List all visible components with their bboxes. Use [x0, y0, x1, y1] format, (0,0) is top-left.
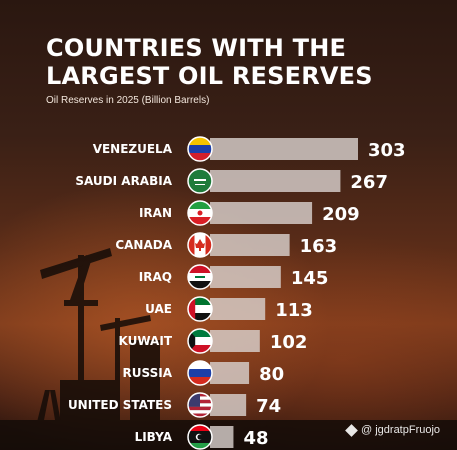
flag-venezuela-icon [187, 136, 213, 162]
category-label-russia: RUSSIA [123, 366, 173, 380]
watermark-text: @ jgdratpFruojo [361, 424, 441, 436]
value-label-uae: 113 [275, 300, 313, 321]
binance-diamond-icon [345, 423, 358, 437]
value-label-iraq: 145 [291, 268, 329, 289]
bar-saudi-arabia [210, 170, 341, 192]
bar-kuwait [210, 330, 260, 352]
flag-canada-icon [187, 232, 213, 258]
flag-iran-icon [187, 200, 213, 226]
flag-united-states-icon [187, 392, 213, 418]
category-label-venezuela: VENEZUELA [93, 142, 173, 156]
category-label-libya: LIBYA [135, 430, 173, 444]
watermark: @ jgdratpFruojo [345, 423, 441, 437]
category-label-saudi-arabia: SAUDI ARABIA [75, 174, 172, 188]
category-label-uae: UAE [145, 302, 172, 316]
flag-russia-icon [187, 360, 213, 386]
value-label-kuwait: 102 [270, 332, 308, 353]
title-line-2: LARGEST OIL RESERVES [46, 62, 373, 90]
bar-united-states [210, 394, 247, 416]
bar-russia [210, 362, 250, 384]
flag-saudi-arabia-icon [187, 168, 213, 194]
bar-uae [210, 298, 266, 320]
category-label-iraq: IRAQ [139, 270, 172, 284]
chart-title: COUNTRIES WITH THE LARGEST OIL RESERVES [46, 34, 426, 90]
title-line-1: COUNTRIES WITH THE [46, 34, 347, 62]
value-label-iran: 209 [322, 204, 360, 225]
flag-libya-icon [187, 424, 213, 450]
bar-libya [210, 426, 234, 448]
value-label-russia: 80 [259, 364, 284, 385]
flag-iraq-icon [187, 264, 213, 290]
category-label-united-states: UNITED STATES [68, 398, 172, 412]
flag-kuwait-icon [187, 328, 213, 354]
bar-iraq [210, 266, 281, 288]
bar-canada [210, 234, 290, 256]
value-label-saudi-arabia: 267 [350, 172, 388, 193]
value-label-libya: 48 [243, 428, 268, 449]
bar-iran [210, 202, 313, 224]
value-label-venezuela: 303 [368, 140, 406, 161]
chart-subtitle: Oil Reserves in 2025 (Billion Barrels) [46, 95, 210, 106]
flag-uae-icon [187, 296, 213, 322]
category-label-kuwait: KUWAIT [119, 334, 173, 348]
category-label-canada: CANADA [115, 238, 172, 252]
bar-venezuela [210, 138, 358, 160]
category-label-iran: IRAN [139, 206, 172, 220]
value-label-canada: 163 [300, 236, 338, 257]
value-label-united-states: 74 [256, 396, 281, 417]
